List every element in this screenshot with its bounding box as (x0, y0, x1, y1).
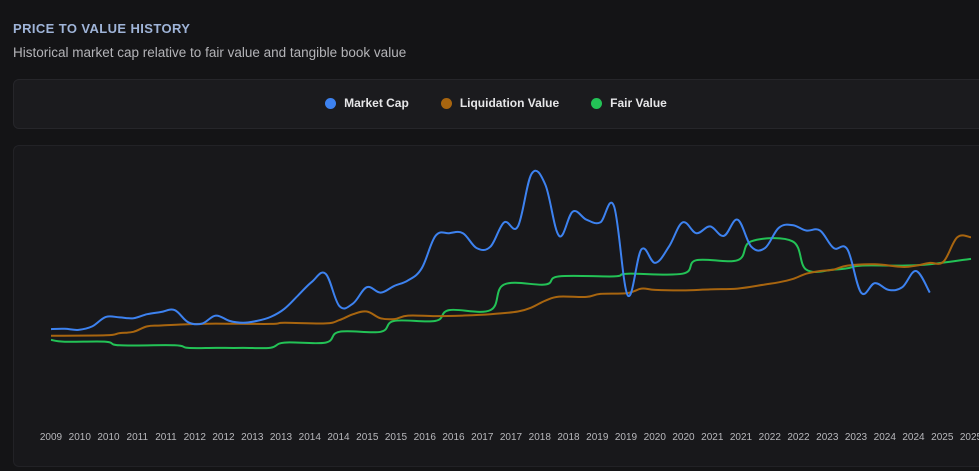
x-tick-label: 2017 (471, 432, 494, 443)
legend-item-market-cap[interactable]: Market Cap (325, 96, 409, 110)
legend-dot-icon (325, 97, 337, 109)
x-tick-label: 2013 (270, 432, 293, 443)
x-tick-label: 2023 (845, 432, 868, 443)
x-tick-label: 2014 (327, 432, 350, 443)
x-tick-label: 2016 (442, 432, 465, 443)
x-tick-label: 2011 (155, 432, 177, 443)
series-line-fair-value (50, 237, 972, 350)
legend-label: Market Cap (344, 96, 409, 110)
x-tick-label: 2011 (127, 432, 149, 443)
legend-item-liquidation-value[interactable]: Liquidation Value (440, 96, 560, 110)
x-tick-label: 2018 (529, 432, 552, 443)
page-title: PRICE TO VALUE HISTORY (13, 21, 191, 36)
x-tick-label: 2017 (500, 432, 523, 443)
x-tick-label: 2013 (241, 432, 264, 443)
x-tick-label: 2022 (759, 432, 782, 443)
x-tick-label: 2012 (184, 432, 207, 443)
x-tick-label: 2018 (557, 432, 580, 443)
legend-label: Fair Value (610, 96, 667, 110)
x-tick-label: 2022 (787, 432, 810, 443)
x-tick-label: 2012 (212, 432, 235, 443)
x-tick-label: 2025 (931, 432, 954, 443)
legend-panel: Market Cap Liquidation Value Fair Value (13, 79, 979, 129)
x-tick-label: 2019 (615, 432, 638, 443)
price-value-chart: 2009 2010 2010 2011 2011 2012 2012 2013 2013 2014… (40, 169, 979, 443)
series-line-market-cap (50, 169, 931, 331)
x-tick-label: 2025 (960, 432, 979, 443)
x-tick-label: 2015 (385, 432, 408, 443)
x-tick-label: 2009 (40, 432, 63, 443)
x-tick-label: 2010 (97, 432, 120, 443)
x-tick-label: 2019 (586, 432, 609, 443)
x-tick-label: 2021 (730, 432, 753, 443)
x-tick-label: 2020 (644, 432, 667, 443)
chart-panel: 2009 2010 2010 2011 2011 2012 2012 2013 2013 2014… (13, 145, 979, 467)
legend-label: Liquidation Value (459, 96, 560, 110)
chart-legend: Market Cap Liquidation Value Fair Value (14, 96, 979, 110)
legend-dot-icon (591, 97, 603, 109)
legend-item-fair-value[interactable]: Fair Value (591, 96, 667, 110)
series-line-liquidation-value (50, 234, 972, 337)
x-tick-label: 2010 (69, 432, 92, 443)
x-tick-label: 2024 (902, 432, 925, 443)
x-tick-label: 2014 (299, 432, 322, 443)
x-tick-label: 2023 (816, 432, 839, 443)
page-subtitle: Historical market cap relative to fair v… (13, 45, 407, 60)
x-tick-label: 2016 (414, 432, 437, 443)
legend-dot-icon (440, 97, 452, 109)
x-tick-label: 2021 (701, 432, 724, 443)
x-tick-label: 2015 (356, 432, 379, 443)
x-tick-label: 2020 (672, 432, 695, 443)
x-tick-label: 2024 (874, 432, 897, 443)
